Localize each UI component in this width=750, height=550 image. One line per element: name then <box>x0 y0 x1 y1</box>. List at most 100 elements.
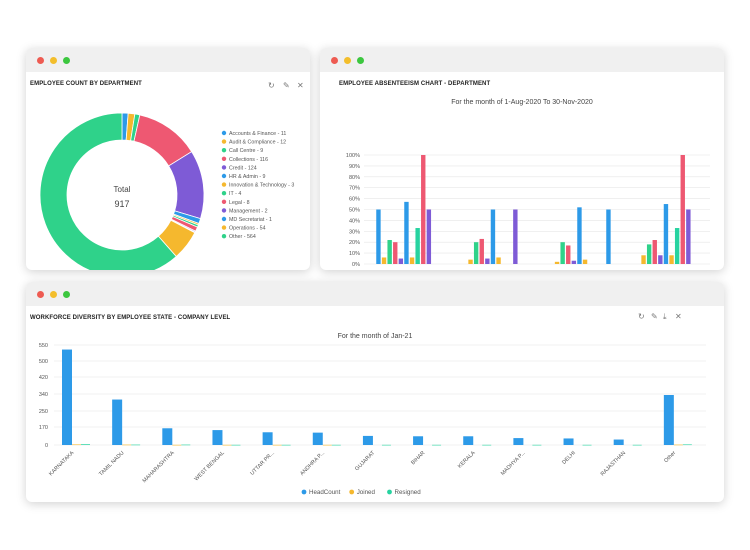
close-dot-icon[interactable] <box>331 57 338 64</box>
y-tick-label: 340 <box>39 392 48 398</box>
x-tick-label: KARNATAKA <box>48 450 75 477</box>
bar-store <box>376 209 381 264</box>
bar-hr <box>686 209 691 264</box>
legend-label: Audit & Compliance - 12 <box>229 140 286 146</box>
y-tick-label: 90% <box>349 164 360 170</box>
legend-label: Accounts & Finance - 11 <box>229 131 286 137</box>
donut-slice <box>39 112 177 270</box>
legend-label: IT - 4 <box>229 191 241 197</box>
workforce-diversity-panel: WORKFORCE DIVERSITY BY EMPLOYEE STATE - … <box>26 282 724 502</box>
legend-marker <box>221 208 227 213</box>
bar-joined <box>72 444 81 446</box>
bar-resigned <box>81 444 90 445</box>
legend-marker <box>221 234 227 239</box>
legend-marker <box>221 216 227 222</box>
refresh-icon[interactable]: ↻ <box>638 312 645 321</box>
bar-resigned <box>181 444 191 446</box>
workforce-chart: 0 170 250 340 420 500 550 KARNATAKA TAMIL NADU MA… <box>39 343 706 496</box>
bar-sales <box>582 259 588 264</box>
minimize-dot-icon[interactable] <box>50 57 57 64</box>
y-tick-label: 0 <box>45 443 48 449</box>
legend-marker <box>349 489 355 495</box>
legend-marker <box>221 165 227 170</box>
chart-subtitle: For the month of Jan-21 <box>337 333 413 340</box>
x-tick-label: October ... <box>564 267 588 270</box>
bar-headcount <box>613 439 624 445</box>
minimize-dot-icon[interactable] <box>344 57 351 64</box>
x-tick-label: UTTAR PR... <box>249 450 276 477</box>
bar-headcount <box>663 395 674 445</box>
bar-headcount <box>162 428 173 445</box>
bar-headcount <box>62 349 72 445</box>
x-tick-label: Other <box>663 450 677 464</box>
bar-purchase <box>560 242 565 264</box>
legend-label: Collections - 116 <box>229 157 268 163</box>
minimize-dot-icon[interactable] <box>50 291 57 298</box>
bar-r-d <box>652 240 657 264</box>
close-dot-icon[interactable] <box>37 57 44 64</box>
legend-marker <box>221 156 227 161</box>
bar-joined <box>272 444 282 446</box>
y-tick-label: 10% <box>349 251 360 257</box>
bar-sales <box>496 257 501 264</box>
bar-headcount <box>262 432 273 445</box>
y-tick-label: 250 <box>39 409 48 415</box>
legend-marker <box>221 139 227 144</box>
panel-title: EMPLOYEE ABSENTEEISM CHART - DEPARTMENT <box>339 81 491 87</box>
donut-chart: Total 917 Accounts & Finance - 11 Audit & C… <box>39 112 294 270</box>
bar-sales <box>669 255 674 264</box>
refresh-icon[interactable]: ↻ <box>268 81 275 90</box>
y-tick-label: 500 <box>39 359 48 365</box>
legend-label: Management - 2 <box>229 208 268 214</box>
download-icon[interactable]: ⤓ <box>663 312 667 321</box>
bar-headcount <box>513 438 524 445</box>
employee-count-panel: EMPLOYEE COUNT BY DEPARTMENT ↻ ✎ ✕ Total… <box>26 48 310 270</box>
bar-accounts <box>641 255 646 264</box>
legend-marker <box>221 130 227 136</box>
legend-label: Legal - 8 <box>229 200 250 206</box>
bar-office <box>663 204 669 264</box>
legend-marker <box>221 173 227 179</box>
x-tick-label: WEST BENGAL <box>194 450 226 482</box>
maximize-dot-icon[interactable] <box>357 57 364 64</box>
x-tick-label: August ... <box>392 267 414 270</box>
y-tick-label: 20% <box>349 240 360 246</box>
bar-r-d <box>566 245 571 264</box>
x-tick-label: DELHI <box>561 450 577 466</box>
close-icon[interactable]: ✕ <box>297 81 304 90</box>
maximize-dot-icon[interactable] <box>63 57 70 64</box>
bar-headcount <box>563 438 574 445</box>
y-tick-label: 50% <box>349 208 360 214</box>
donut-center-value: 917 <box>114 199 129 209</box>
legend-label: Credit - 124 <box>229 165 257 171</box>
legend-label: MD Secretariat - 1 <box>229 217 272 223</box>
bar-headcount <box>212 430 223 445</box>
x-tick-label: GUJARAT <box>354 450 377 473</box>
bar-resigned <box>131 444 141 446</box>
bar-resigned <box>231 444 241 446</box>
bar-sales <box>409 257 415 264</box>
legend-marker <box>221 148 227 153</box>
y-tick-label: 100% <box>346 153 360 159</box>
legend-label: HR & Admin - 9 <box>229 174 266 180</box>
bar-resigned <box>331 444 341 446</box>
bar-joined <box>222 444 232 446</box>
bar-service <box>658 255 663 264</box>
maximize-dot-icon[interactable] <box>63 291 70 298</box>
x-tick-label: Septemb... <box>476 267 501 270</box>
close-icon[interactable]: ✕ <box>675 312 682 321</box>
bar-resigned <box>632 444 642 446</box>
y-tick-label: 0% <box>352 262 360 268</box>
window-titlebar <box>320 48 724 72</box>
bar-headcount <box>413 436 424 445</box>
y-tick-label: 30% <box>349 229 360 235</box>
pencil-icon[interactable]: ✎ <box>283 81 290 90</box>
bar-accounts <box>468 259 473 264</box>
bar-store <box>606 209 611 264</box>
pencil-icon[interactable]: ✎ <box>651 312 658 321</box>
bar-joined <box>322 444 332 446</box>
close-dot-icon[interactable] <box>37 291 44 298</box>
window-titlebar <box>26 48 310 72</box>
bar-headcount <box>112 399 123 445</box>
panel-title: EMPLOYEE COUNT BY DEPARTMENT <box>30 81 142 87</box>
